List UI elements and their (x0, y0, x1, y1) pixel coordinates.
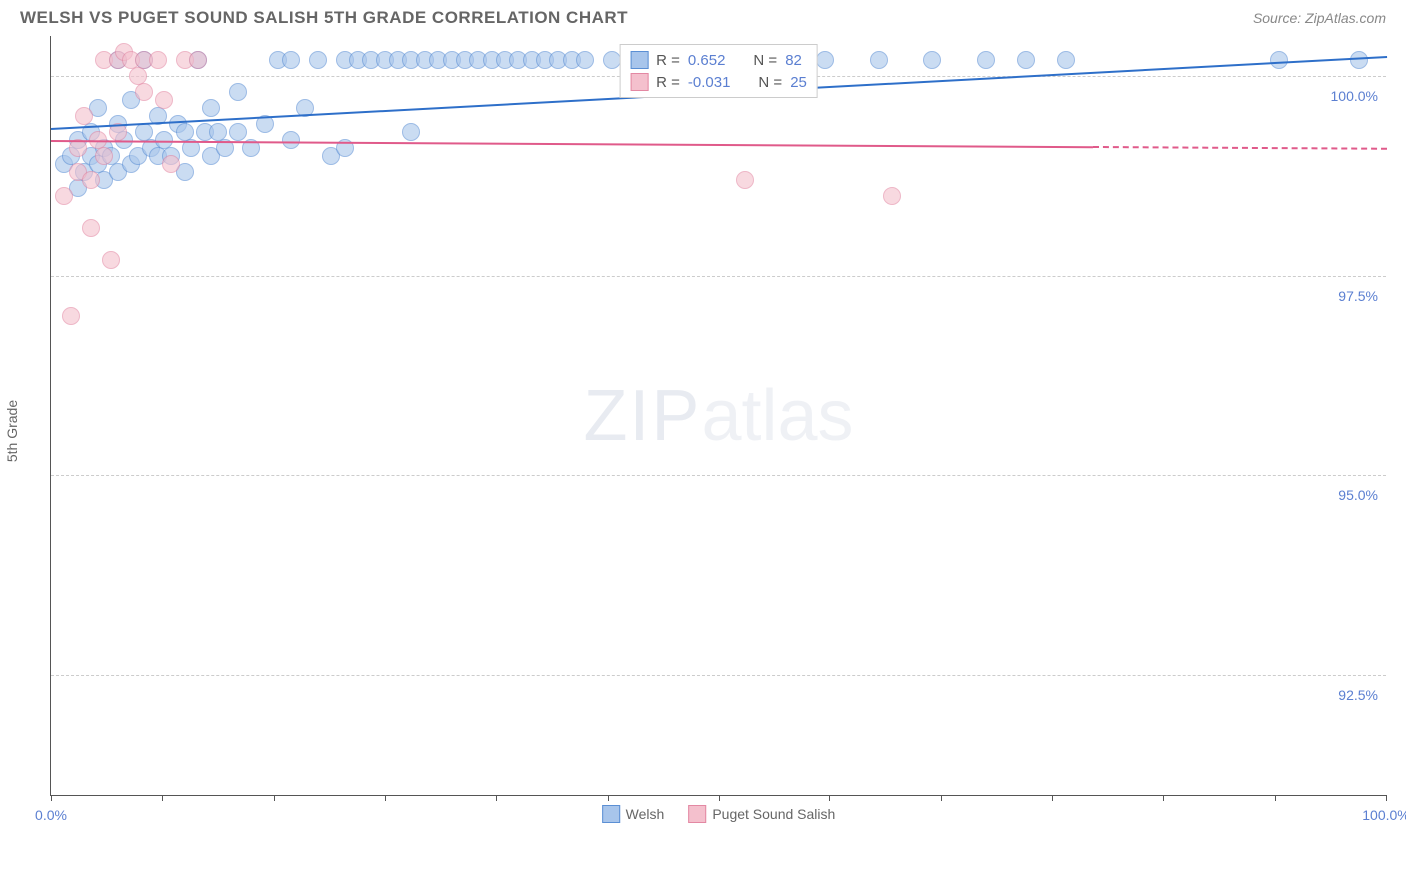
legend-swatch (630, 51, 648, 69)
legend-series-item: Welsh (602, 805, 665, 823)
scatter-point (155, 91, 173, 109)
scatter-point (736, 171, 754, 189)
scatter-point (162, 155, 180, 173)
x-tick (162, 795, 163, 801)
scatter-point (977, 51, 995, 69)
x-tick (829, 795, 830, 801)
watermark-atlas: atlas (701, 376, 853, 456)
x-tick (274, 795, 275, 801)
scatter-point (82, 219, 100, 237)
y-tick-label: 95.0% (1338, 487, 1378, 503)
plot-area: ZIPatlas R =0.652N =82R =-0.031N =25 Wel… (50, 36, 1386, 796)
scatter-point (402, 123, 420, 141)
gridline (51, 675, 1386, 676)
scatter-point (62, 307, 80, 325)
scatter-point (55, 187, 73, 205)
chart-title: WELSH VS PUGET SOUND SALISH 5TH GRADE CO… (20, 8, 628, 28)
legend-n-value: 25 (790, 74, 807, 91)
y-tick-label: 92.5% (1338, 687, 1378, 703)
legend-stats-row: R = -0.031 N = 25 (630, 71, 807, 93)
x-tick (1052, 795, 1053, 801)
y-tick-label: 97.5% (1338, 288, 1378, 304)
scatter-point (229, 83, 247, 101)
scatter-point (95, 147, 113, 165)
legend-swatch (602, 805, 620, 823)
scatter-point (603, 51, 621, 69)
x-tick-label: 0.0% (35, 807, 67, 823)
trend-line (1093, 146, 1387, 150)
scatter-point (282, 131, 300, 149)
scatter-point (75, 107, 93, 125)
scatter-point (1350, 51, 1368, 69)
scatter-point (229, 123, 247, 141)
legend-series: Welsh Puget Sound Salish (602, 805, 836, 823)
legend-r-label: R = (656, 74, 680, 91)
legend-r-label: R = (656, 52, 680, 69)
scatter-point (202, 99, 220, 117)
x-tick (496, 795, 497, 801)
chart-source: Source: ZipAtlas.com (1253, 10, 1386, 26)
legend-series-label: Welsh (626, 806, 665, 822)
x-tick (719, 795, 720, 801)
scatter-point (1057, 51, 1075, 69)
y-tick-label: 100.0% (1331, 88, 1378, 104)
scatter-point (1270, 51, 1288, 69)
scatter-point (189, 51, 207, 69)
x-tick (941, 795, 942, 801)
y-axis-label: 5th Grade (4, 400, 20, 462)
legend-swatch (630, 73, 648, 91)
scatter-point (149, 51, 167, 69)
legend-r-value: -0.031 (688, 74, 731, 91)
scatter-point (1017, 51, 1035, 69)
x-tick (1275, 795, 1276, 801)
scatter-point (102, 251, 120, 269)
legend-stats: R =0.652N =82R =-0.031N =25 (619, 44, 818, 98)
legend-n-label: N = (758, 74, 782, 91)
x-tick (385, 795, 386, 801)
gridline (51, 276, 1386, 277)
watermark: ZIPatlas (583, 375, 853, 457)
chart-container: 5th Grade ZIPatlas R =0.652N =82R =-0.03… (20, 36, 1386, 826)
x-tick-label: 100.0% (1362, 807, 1406, 823)
scatter-point (282, 51, 300, 69)
scatter-point (870, 51, 888, 69)
x-tick (1386, 795, 1387, 801)
scatter-point (883, 187, 901, 205)
chart-header: WELSH VS PUGET SOUND SALISH 5TH GRADE CO… (0, 0, 1406, 32)
scatter-point (816, 51, 834, 69)
legend-series-item: Puget Sound Salish (688, 805, 835, 823)
scatter-point (82, 171, 100, 189)
legend-swatch (688, 805, 706, 823)
watermark-zip: ZIP (583, 376, 701, 456)
legend-series-label: Puget Sound Salish (712, 806, 835, 822)
x-tick (608, 795, 609, 801)
scatter-point (923, 51, 941, 69)
legend-n-value: 82 (785, 52, 802, 69)
gridline (51, 475, 1386, 476)
x-tick (1163, 795, 1164, 801)
x-tick (51, 795, 52, 801)
legend-stats-row: R = 0.652 N = 82 (630, 49, 807, 71)
scatter-point (576, 51, 594, 69)
scatter-point (135, 83, 153, 101)
scatter-point (309, 51, 327, 69)
legend-r-value: 0.652 (688, 52, 726, 69)
legend-n-label: N = (753, 52, 777, 69)
